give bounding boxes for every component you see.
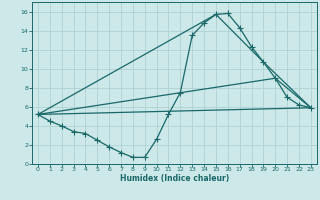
X-axis label: Humidex (Indice chaleur): Humidex (Indice chaleur) [120, 174, 229, 183]
